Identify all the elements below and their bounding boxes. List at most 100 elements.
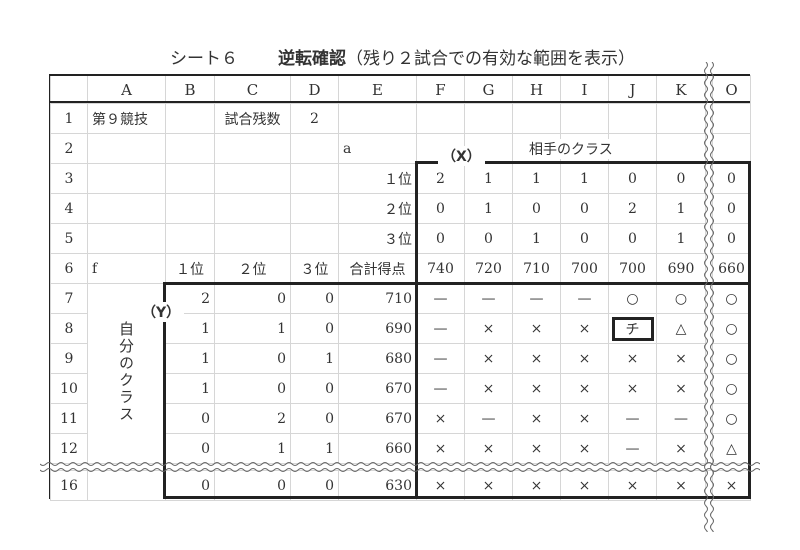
cell-A16[interactable] [87,470,166,501]
cell-F6[interactable]: 740 [416,253,465,284]
cell-C11[interactable]: 2 [214,403,291,434]
cell-E2[interactable]: a [338,133,417,164]
cell-I4[interactable]: 0 [560,193,609,224]
cell-G4[interactable]: 1 [464,193,513,224]
cell-F10[interactable]: — [416,373,465,404]
row-header-9[interactable]: 9 [50,343,88,374]
cell-D3[interactable] [290,163,339,194]
cell-C12[interactable]: 1 [214,433,291,464]
row-header-11[interactable]: 11 [50,403,88,434]
cell-D12[interactable]: 1 [290,433,339,464]
cell-E11[interactable]: 670 [338,403,417,434]
cell-B6[interactable]: １位 [165,253,215,284]
cell-H8[interactable]: × [512,313,561,344]
cell-F12[interactable]: × [416,433,465,464]
cell-J8[interactable]: チ [608,313,657,344]
cell-K3[interactable]: 0 [656,163,706,194]
cell-A2[interactable] [87,133,166,164]
cell-J7[interactable]: ○ [608,283,657,314]
row-header-7[interactable]: 7 [50,283,88,314]
cell-C9[interactable]: 0 [214,343,291,374]
cell-A5[interactable] [87,223,166,254]
cell-D4[interactable] [290,193,339,224]
cell-B10[interactable]: 1 [165,373,215,404]
cell-J10[interactable]: × [608,373,657,404]
cell-F11[interactable]: × [416,403,465,434]
cell-E16[interactable]: 630 [338,470,417,501]
cell-E5[interactable]: ３位 [338,223,417,254]
cell-C8[interactable]: 1 [214,313,291,344]
row-header-2[interactable]: 2 [50,133,88,164]
cell-A1[interactable]: 第９競技 [87,103,166,134]
column-header-J[interactable]: J [608,75,657,104]
cell-B1[interactable] [165,103,215,134]
cell-J1[interactable] [608,103,657,134]
cell-B12[interactable]: 0 [165,433,215,464]
cell-G10[interactable]: × [464,373,513,404]
cell-I6[interactable]: 700 [560,253,609,284]
cell-D9[interactable]: 1 [290,343,339,374]
cell-E10[interactable]: 670 [338,373,417,404]
cell-O6[interactable]: 660 [712,253,751,284]
cell-O4[interactable]: 0 [712,193,751,224]
cell-E4[interactable]: ２位 [338,193,417,224]
cell-O9[interactable]: ○ [712,343,751,374]
cell-B2[interactable] [165,133,215,164]
cell-J11[interactable]: — [608,403,657,434]
cell-E7[interactable]: 710 [338,283,417,314]
column-header-B[interactable]: B [165,75,215,104]
cell-J5[interactable]: 0 [608,223,657,254]
cell-J3[interactable]: 0 [608,163,657,194]
cell-H12[interactable]: × [512,433,561,464]
column-header-F[interactable]: F [416,75,465,104]
column-header-E[interactable]: E [338,75,417,104]
row-header-16[interactable]: 16 [50,470,88,501]
cell-G6[interactable]: 720 [464,253,513,284]
cell-J12[interactable]: — [608,433,657,464]
column-header-A[interactable]: A [87,75,166,104]
cell-E9[interactable]: 680 [338,343,417,374]
cell-B3[interactable] [165,163,215,194]
cell-I12[interactable]: × [560,433,609,464]
cell-G8[interactable]: × [464,313,513,344]
cell-B9[interactable]: 1 [165,343,215,374]
cell-I10[interactable]: × [560,373,609,404]
row-header-4[interactable]: 4 [50,193,88,224]
cell-D7[interactable]: 0 [290,283,339,314]
cell-G7[interactable]: — [464,283,513,314]
cell-E3[interactable]: １位 [338,163,417,194]
cell-D8[interactable]: 0 [290,313,339,344]
cell-D6[interactable]: ３位 [290,253,339,284]
cell-E12[interactable]: 660 [338,433,417,464]
cell-K6[interactable]: 690 [656,253,706,284]
cell-G3[interactable]: 1 [464,163,513,194]
cell-H11[interactable]: × [512,403,561,434]
cell-H7[interactable]: — [512,283,561,314]
cell-O11[interactable]: ○ [712,403,751,434]
cell-H10[interactable]: × [512,373,561,404]
cell-B16[interactable]: 0 [165,470,215,501]
cell-B11[interactable]: 0 [165,403,215,434]
cell-F8[interactable]: — [416,313,465,344]
cell-C5[interactable] [214,223,291,254]
cell-G5[interactable]: 0 [464,223,513,254]
cell-O10[interactable]: ○ [712,373,751,404]
cell-K11[interactable]: — [656,403,706,434]
cell-I3[interactable]: 1 [560,163,609,194]
cell-H5[interactable]: 1 [512,223,561,254]
cell-J9[interactable]: × [608,343,657,374]
row-header-10[interactable]: 10 [50,373,88,404]
cell-I1[interactable] [560,103,609,134]
cell-C3[interactable] [214,163,291,194]
cell-H3[interactable]: 1 [512,163,561,194]
cell-O1[interactable] [712,103,751,134]
cell-K10[interactable]: × [656,373,706,404]
cell-D1[interactable]: 2 [290,103,339,134]
cell-I8[interactable]: × [560,313,609,344]
cell-A6[interactable]: f [87,253,166,284]
row-header-1[interactable]: 1 [50,103,88,134]
cell-E1[interactable] [338,103,417,134]
cell-D11[interactable]: 0 [290,403,339,434]
cell-K7[interactable]: ○ [656,283,706,314]
cell-K2[interactable] [656,133,706,164]
